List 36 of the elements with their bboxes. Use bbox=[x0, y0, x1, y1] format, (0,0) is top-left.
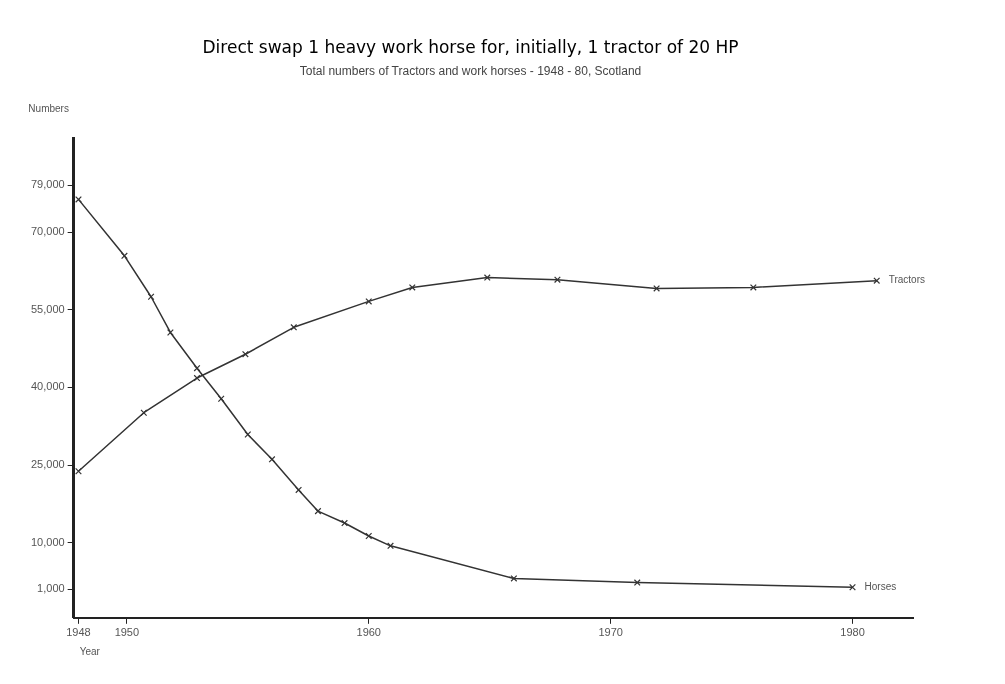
point bbox=[268, 455, 276, 463]
point bbox=[341, 519, 348, 527]
chart-subtitle: Total numbers of Tractors and work horses - 1948 - 80, Scotland bbox=[299, 63, 642, 78]
y-tick-label: 40,000 bbox=[30, 380, 65, 393]
point bbox=[849, 583, 856, 591]
x-tick-label: 1970 bbox=[598, 626, 623, 639]
point bbox=[147, 293, 155, 301]
point bbox=[75, 195, 82, 203]
y-tick-label: 79,000 bbox=[30, 178, 65, 191]
y-tick-label: 70,000 bbox=[30, 225, 65, 238]
point bbox=[387, 542, 394, 550]
x-tick-label: 1980 bbox=[840, 626, 865, 639]
point bbox=[75, 467, 82, 475]
series-label: Tractors bbox=[888, 274, 926, 286]
y-tick-label: 10,000 bbox=[30, 535, 65, 548]
x-tick-label: 1950 bbox=[114, 626, 140, 639]
point bbox=[633, 579, 641, 587]
series-label: Horses bbox=[864, 581, 897, 592]
point bbox=[121, 252, 128, 260]
y-tick-label: 25,000 bbox=[30, 458, 65, 471]
point bbox=[365, 532, 373, 540]
x-tick-label: 1948 bbox=[66, 626, 91, 639]
point bbox=[483, 274, 491, 282]
chart-title: Direct swap 1 heavy work horse for, initially, 1 tractor of 20 HP bbox=[202, 36, 739, 57]
y-tick-label: 55,000 bbox=[30, 302, 65, 315]
y-tick-label: 1,000 bbox=[37, 582, 65, 595]
x-tick-label: 1960 bbox=[356, 626, 381, 639]
point bbox=[408, 283, 416, 291]
point bbox=[193, 364, 201, 372]
point bbox=[295, 486, 303, 494]
point bbox=[365, 297, 373, 305]
point bbox=[244, 431, 252, 438]
y-axis-title: Numbers bbox=[28, 102, 69, 114]
point bbox=[510, 575, 518, 582]
x-axis-title: Year bbox=[79, 645, 101, 657]
point bbox=[241, 350, 249, 358]
